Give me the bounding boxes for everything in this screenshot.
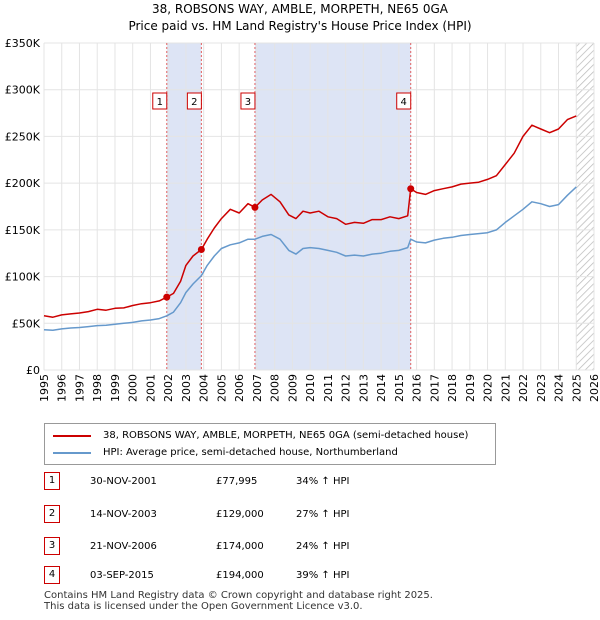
legend-price-swatch <box>53 434 91 437</box>
sale-number-badge: 2 <box>44 505 60 523</box>
x-tick-label: 2000 <box>127 374 140 402</box>
y-tick-label: £150K <box>5 224 41 237</box>
x-tick-label: 2005 <box>215 374 228 402</box>
sale-label-box <box>396 92 412 110</box>
y-tick-label: £250K <box>5 130 41 143</box>
sale-point <box>197 245 205 253</box>
x-tick-label: 2023 <box>535 374 548 402</box>
sale-row: 3 21-NOV-2006 £174,000 24% ↑ HPI <box>44 537 384 557</box>
x-tick-label: 2022 <box>517 374 530 402</box>
sale-price: £77,995 <box>216 476 258 487</box>
sale-point <box>163 293 171 301</box>
sale-hpi-change: 27% ↑ HPI <box>296 509 350 520</box>
x-tick-label: 2025 <box>570 374 583 402</box>
sale-label-box <box>186 92 202 110</box>
footer-copyright: Contains HM Land Registry data © Crown c… <box>44 590 433 601</box>
x-tick-label: 2021 <box>499 374 512 402</box>
x-tick-label: 2019 <box>464 374 477 402</box>
sale-date: 03-SEP-2015 <box>90 570 154 581</box>
sale-price: £174,000 <box>216 541 264 552</box>
x-tick-label: 1996 <box>56 374 69 402</box>
sale-date: 21-NOV-2006 <box>90 541 157 552</box>
sale-number-badge: 3 <box>44 537 60 555</box>
sale-label: 3 <box>245 97 251 108</box>
chart-title: 38, ROBSONS WAY, AMBLE, MORPETH, NE65 0G… <box>151 2 449 16</box>
x-tick-label: 1999 <box>109 374 122 402</box>
y-tick-label: £50K <box>12 317 41 330</box>
x-tick-label: 1997 <box>73 374 86 402</box>
x-tick-label: 2014 <box>375 374 388 402</box>
x-tick-label: 2008 <box>269 374 282 402</box>
sale-row: 4 03-SEP-2015 £194,000 39% ↑ HPI <box>44 566 384 586</box>
x-tick-label: 2007 <box>251 374 264 402</box>
y-tick-label: £350K <box>5 37 41 50</box>
sale-number-badge: 4 <box>44 566 60 584</box>
hpi-line <box>43 186 577 332</box>
y-tick-label: £100K <box>5 271 41 284</box>
x-tick-label: 2015 <box>393 374 406 402</box>
sale-label: 1 <box>157 97 163 108</box>
legend-item-price: 38, ROBSONS WAY, AMBLE, MORPETH, NE65 0G… <box>53 430 468 441</box>
y-tick-label: £200K <box>5 177 41 190</box>
legend-hpi-swatch <box>53 451 91 454</box>
sale-price: £194,000 <box>216 570 264 581</box>
x-tick-label: 2003 <box>180 374 193 402</box>
x-tick-label: 1998 <box>91 374 104 402</box>
x-tick-label: 2013 <box>357 374 370 402</box>
x-tick-label: 2002 <box>162 374 175 402</box>
sale-label: 2 <box>191 97 197 108</box>
x-tick-label: 2026 <box>588 374 600 402</box>
x-tick-label: 2006 <box>233 374 246 402</box>
sale-row: 1 30-NOV-2001 £77,995 34% ↑ HPI <box>44 472 384 492</box>
sale-label: 4 <box>401 97 407 108</box>
y-tick-label: £300K <box>5 84 41 97</box>
x-tick-label: 2018 <box>446 374 459 402</box>
legend-item-hpi: HPI: Average price, semi-detached house,… <box>53 447 398 458</box>
y-tick-label: £0 <box>26 364 40 377</box>
legend: 38, ROBSONS WAY, AMBLE, MORPETH, NE65 0G… <box>44 423 496 465</box>
sale-point <box>407 185 415 193</box>
x-tick-label: 2020 <box>482 374 495 402</box>
price-paid-line <box>43 115 577 318</box>
sale-hpi-change: 34% ↑ HPI <box>296 476 350 487</box>
sale-price: £129,000 <box>216 509 264 520</box>
footer-licence: This data is licensed under the Open Gov… <box>44 601 363 612</box>
price-chart: 1 2 3 4 £0 £50K £100K £150K £200K £250K £300K £350K… <box>5 37 600 402</box>
forecast-hatch <box>576 43 594 370</box>
sale-number-badge: 1 <box>44 472 60 490</box>
legend-price-label: 38, ROBSONS WAY, AMBLE, MORPETH, NE65 0G… <box>103 430 469 441</box>
footer: Contains HM Land Registry data © Crown c… <box>44 590 433 612</box>
chart-subtitle: Price paid vs. HM Land Registry's House … <box>128 19 472 33</box>
sale-period-shade <box>254 43 411 370</box>
x-tick-label: 2004 <box>198 374 211 402</box>
sale-date: 14-NOV-2003 <box>90 509 157 520</box>
sale-hpi-change: 24% ↑ HPI <box>296 541 350 552</box>
x-tick-label: 2012 <box>340 374 353 402</box>
sale-date: 30-NOV-2001 <box>90 476 157 487</box>
sale-hpi-change: 39% ↑ HPI <box>296 570 350 581</box>
sale-row: 2 14-NOV-2003 £129,000 27% ↑ HPI <box>44 505 384 525</box>
sale-label-box <box>152 92 168 110</box>
legend-hpi-label: HPI: Average price, semi-detached house,… <box>103 447 398 458</box>
x-tick-label: 2010 <box>304 374 317 402</box>
x-tick-label: 2017 <box>428 374 441 402</box>
x-tick-label: 2001 <box>144 374 157 402</box>
x-tick-label: 2009 <box>286 374 299 402</box>
x-tick-label: 2024 <box>553 374 566 402</box>
sale-period-shade <box>166 43 202 370</box>
sale-label-box <box>240 92 256 110</box>
x-tick-label: 2016 <box>411 374 424 402</box>
sale-point <box>251 203 259 211</box>
x-tick-label: 1995 <box>38 374 51 402</box>
x-tick-label: 2011 <box>322 374 335 402</box>
